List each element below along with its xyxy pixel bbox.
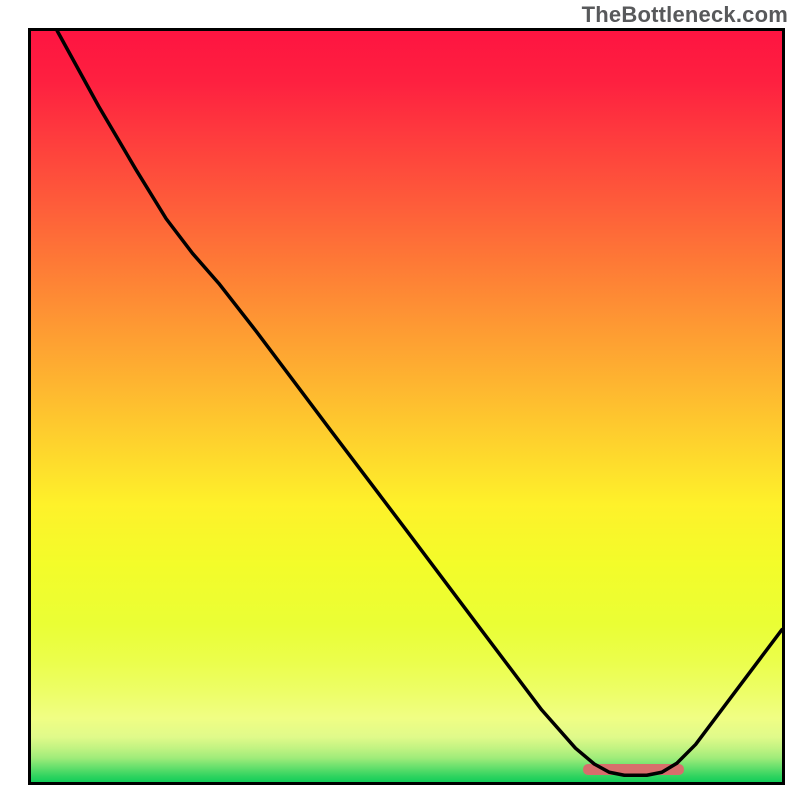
optimal-range-marker bbox=[583, 764, 684, 775]
watermark-text: TheBottleneck.com bbox=[582, 2, 788, 28]
plot-background-gradient bbox=[31, 31, 782, 782]
chart-container: { "watermark": { "text": "TheBottleneck.… bbox=[0, 0, 800, 800]
